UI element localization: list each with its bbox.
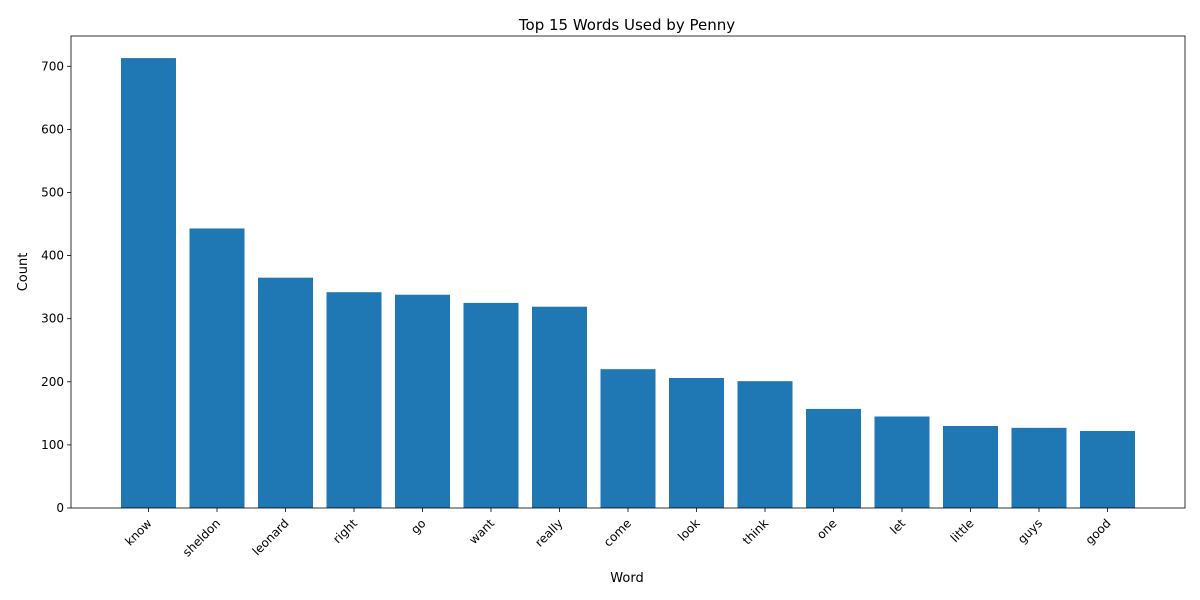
bar-think — [737, 381, 793, 508]
bar-go — [395, 294, 450, 508]
bar-little — [943, 425, 998, 508]
x-tick-label: little — [948, 516, 977, 545]
y-axis: 0 100 200 300 400 500 600 700 — [41, 59, 71, 515]
y-tick-label: 600 — [41, 122, 64, 136]
chart-title: Top 15 Words Used by Penny — [518, 16, 735, 34]
bar-leonard — [258, 277, 313, 508]
x-tick-label: know — [122, 516, 154, 548]
bar-one — [806, 408, 861, 508]
x-tick-label: want — [466, 516, 497, 547]
x-axis-label: Word — [610, 571, 643, 586]
y-tick-label: 0 — [56, 501, 64, 515]
x-tick-label: good — [1083, 516, 1114, 547]
bar-sheldon — [189, 228, 245, 508]
y-tick-label: 300 — [41, 312, 64, 326]
bars-group — [121, 58, 1135, 508]
x-tick-label: leonard — [250, 516, 292, 558]
x-tick-label: really — [532, 516, 565, 549]
x-tick-label: come — [601, 516, 634, 549]
x-tick-label: go — [408, 516, 428, 536]
bar-look — [669, 378, 724, 508]
y-tick-label: 700 — [41, 59, 64, 73]
x-tick-label: guys — [1015, 516, 1045, 546]
x-tick-label: one — [814, 516, 840, 542]
bar-come — [600, 369, 656, 508]
bar-let — [874, 416, 930, 508]
x-tick-label: look — [675, 516, 703, 544]
y-tick-label: 200 — [41, 375, 64, 389]
bar-good — [1080, 431, 1135, 508]
bar-guys — [1011, 427, 1067, 508]
x-tick-label: think — [740, 516, 771, 547]
bar-know — [121, 58, 176, 508]
bar-really — [532, 306, 587, 508]
x-tick-label: right — [330, 516, 360, 546]
y-axis-label: Count — [16, 253, 31, 292]
y-tick-label: 400 — [41, 249, 64, 263]
plot-frame — [70, 35, 1186, 509]
bar-want — [463, 302, 519, 508]
y-tick-label: 100 — [41, 438, 64, 452]
x-tick-label: let — [887, 516, 908, 537]
bar-right — [326, 292, 382, 508]
x-axis: know sheldon leonard right go want really come l… — [122, 508, 1114, 559]
y-tick-label: 500 — [41, 185, 64, 199]
x-tick-label: sheldon — [180, 516, 223, 559]
